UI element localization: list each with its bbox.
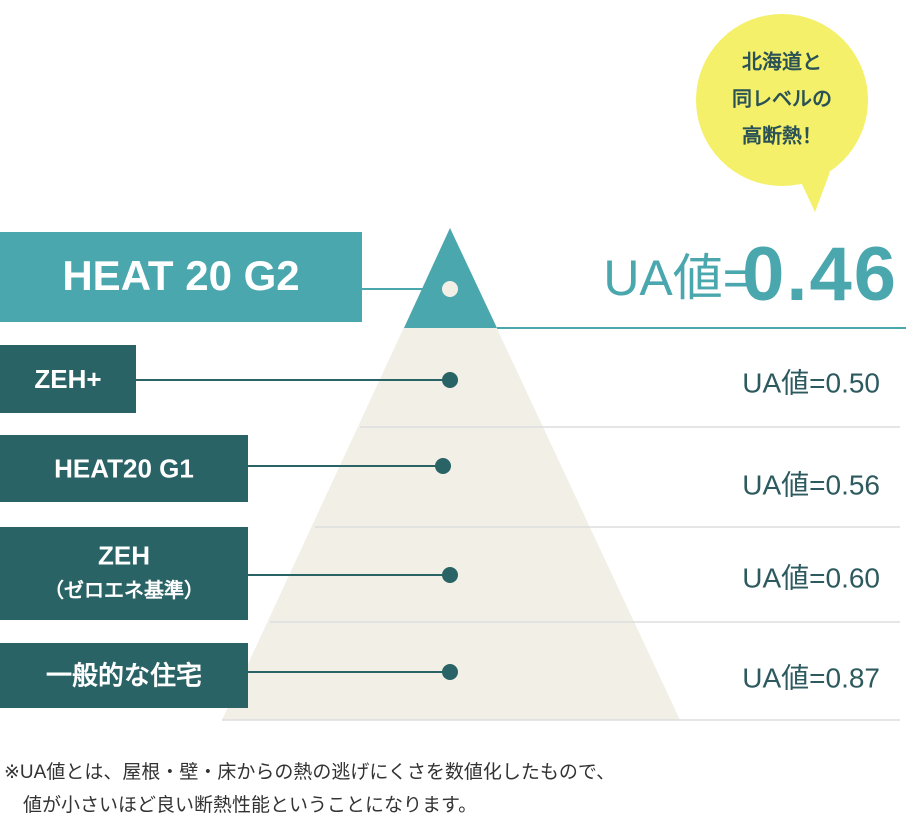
level-box [0,643,248,708]
footnote: 値が小さいほど良い断熱性能ということになります。 [4,794,477,816]
speech-bubble [696,14,868,186]
level-box [0,232,362,322]
level-dot [442,664,458,680]
bubble-text: 同レベルの [732,88,832,110]
pyramid-top [404,228,497,328]
level-dot [442,372,458,388]
level-box [0,345,136,413]
ua-value: UA値=0.60 [742,562,880,593]
level-box [0,435,248,502]
level-label: 一般的な住宅 [46,660,202,690]
ua-value-big: 0.46 [742,232,898,317]
ua-label: UA値= [603,250,752,306]
level-dot [442,567,458,583]
ua-value: UA値=0.56 [742,469,880,500]
ua-value: UA値=0.50 [742,367,880,398]
level-label: ZEH+ [34,364,101,394]
bubble-text: 高断熱！ [742,123,822,147]
level-label: ZEH [98,540,150,570]
bubble-tail [800,172,830,212]
level-label: HEAT20 G1 [54,453,194,483]
level-label: HEAT 20 G2 [62,252,299,299]
ua-value: UA値=0.87 [742,662,880,693]
level-dot [435,458,451,474]
bubble-text: 北海道と [742,49,822,73]
footnote: ※UA値とは、屋根・壁・床からの熱の逃げにくさを数値化したもので、 [4,761,615,783]
pyramid [222,228,680,720]
level-box [0,527,248,620]
level-dot [442,281,458,297]
level-label: （ゼロエネ基準） [44,578,204,602]
